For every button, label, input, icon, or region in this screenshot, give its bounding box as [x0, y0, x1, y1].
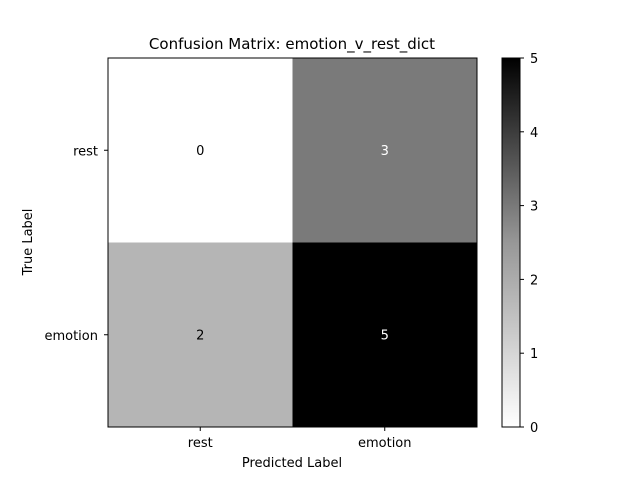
- x-tick-label: rest: [188, 436, 213, 451]
- matrix-cell: [108, 242, 293, 427]
- x-axis-ticks: rest emotion: [188, 427, 412, 451]
- y-axis-label: True Label: [21, 209, 36, 277]
- x-tick-label: emotion: [358, 436, 412, 451]
- colorbar-tick-label: 0: [530, 421, 538, 436]
- colorbar-tick-label: 5: [530, 52, 538, 67]
- colorbar-tick-label: 1: [530, 347, 538, 362]
- colorbar-tick-label: 2: [530, 273, 538, 288]
- matrix-cell: [108, 58, 293, 243]
- colorbar-ticks: 0 1 2 3 4 5: [520, 52, 538, 436]
- chart-title: Confusion Matrix: emotion_v_rest_dict: [149, 35, 435, 54]
- cell-value-label: 5: [381, 328, 389, 343]
- colorbar-tick-label: 4: [530, 126, 538, 141]
- matrix-cell: [292, 58, 477, 243]
- y-axis-ticks: rest emotion: [44, 144, 108, 344]
- matrix-cells: [108, 58, 477, 427]
- y-tick-label: emotion: [44, 329, 98, 344]
- colorbar: [501, 57, 521, 428]
- colorbar-tick-label: 3: [530, 200, 538, 215]
- cell-value-label: 0: [196, 144, 204, 159]
- x-axis-label: Predicted Label: [242, 456, 342, 471]
- cell-value-label: 2: [196, 328, 204, 343]
- plot-frame: [107, 57, 478, 428]
- y-tick-label: rest: [73, 144, 98, 159]
- matrix-cell: [292, 242, 477, 427]
- matrix-cell-labels: 0 3 2 5: [196, 144, 389, 344]
- cell-value-label: 3: [381, 144, 389, 159]
